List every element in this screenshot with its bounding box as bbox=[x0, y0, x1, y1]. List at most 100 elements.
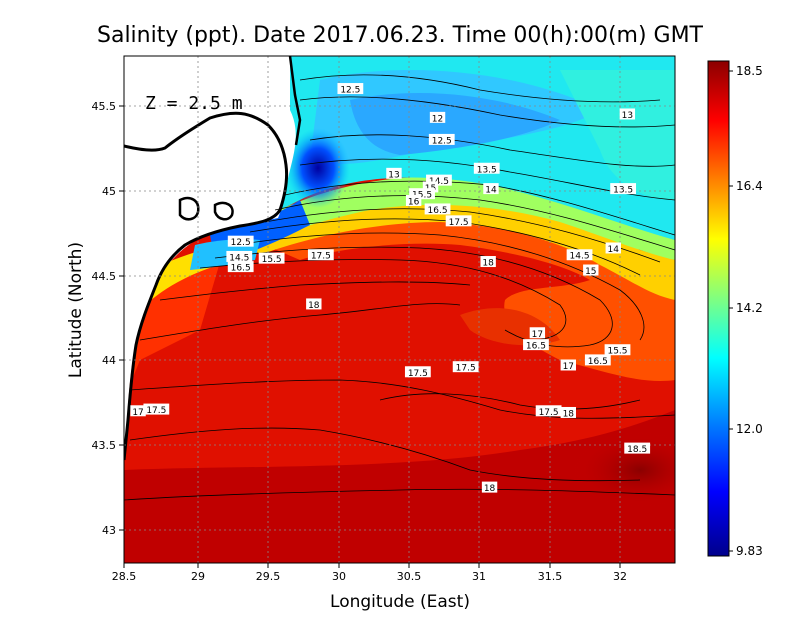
x-axis-title: Longitude (East) bbox=[330, 592, 470, 612]
contour-label-box bbox=[307, 249, 334, 261]
contour-label-text: 17.5 bbox=[449, 218, 469, 228]
contour-label-box bbox=[473, 162, 500, 174]
x-tick-label: 29 bbox=[191, 570, 205, 583]
contour-label: 14.5 bbox=[566, 249, 593, 262]
contour-label-text: 17 bbox=[532, 330, 543, 340]
x-tick-label: 30.5 bbox=[397, 570, 422, 583]
contour-label: 16.5 bbox=[584, 354, 611, 367]
contour-label-box bbox=[566, 249, 593, 261]
contour-label-text: 15.5 bbox=[262, 255, 282, 265]
contour-label-text: 15.5 bbox=[607, 347, 627, 357]
contour-label-box bbox=[605, 242, 621, 254]
contour-label: 13 bbox=[386, 167, 402, 180]
contour-label-text: 16.5 bbox=[428, 206, 448, 216]
contour-label-box bbox=[560, 406, 576, 418]
contour-label-box bbox=[445, 215, 472, 227]
contour-label-text: 18 bbox=[484, 484, 496, 494]
contour-label-box bbox=[624, 442, 651, 454]
contour-label: 18 bbox=[560, 406, 576, 419]
contour-label: 17.5 bbox=[404, 366, 431, 379]
contour-label: 18 bbox=[306, 298, 322, 311]
contour-label-box bbox=[619, 108, 636, 120]
contour-label-text: 16.5 bbox=[588, 357, 608, 367]
contour-label-box bbox=[422, 181, 439, 193]
contour-label: 12.5 bbox=[227, 235, 254, 248]
contour-label-text: 12 bbox=[432, 114, 443, 124]
x-tick-label: 31 bbox=[472, 570, 486, 583]
contour-label-text: 16.5 bbox=[231, 264, 251, 274]
contour-label: 17.5 bbox=[143, 403, 170, 416]
colorbar-tick-label: 16.4 bbox=[736, 179, 763, 193]
contour-label: 16.5 bbox=[227, 261, 254, 274]
contour-label: 15 bbox=[583, 264, 599, 277]
contour-label-text: 17.5 bbox=[539, 408, 559, 418]
contour-label-box bbox=[429, 111, 446, 123]
contour-label-text: 17 bbox=[132, 408, 143, 418]
y-tick-label: 44 bbox=[102, 354, 116, 367]
contour-label: 17 bbox=[529, 327, 546, 340]
x-tick-label: 30 bbox=[332, 570, 346, 583]
contour-label-box bbox=[480, 256, 496, 268]
contour-label: 13.5 bbox=[473, 162, 500, 175]
contour-label-text: 18 bbox=[308, 301, 320, 311]
contour-label-box bbox=[426, 174, 452, 186]
contour-label: 15.5 bbox=[604, 344, 631, 357]
contour-label-text: 17.5 bbox=[311, 252, 331, 262]
contour-label-text: 15 bbox=[585, 267, 596, 277]
colorbar-tick-label: 12.0 bbox=[736, 422, 763, 436]
colorbar: 18.5 16.4 14.2 12.0 9.83 bbox=[707, 60, 763, 558]
contour-label-box bbox=[404, 366, 431, 378]
contour-label: 16.5 bbox=[424, 203, 451, 216]
contour-label-text: 16 bbox=[408, 197, 420, 207]
contour-label-text: 17.5 bbox=[408, 369, 428, 379]
contour-label-box bbox=[529, 327, 546, 339]
contour-label: 15.5 bbox=[409, 188, 435, 201]
contour-label: 12.5 bbox=[337, 83, 364, 96]
contour-label: 17.5 bbox=[452, 361, 479, 374]
contour-label-text: 12.5 bbox=[231, 238, 251, 248]
contour-label-box bbox=[452, 361, 479, 373]
contour-label-text: 14.5 bbox=[229, 253, 249, 263]
plot-frame bbox=[123, 55, 676, 564]
contour-label-box bbox=[130, 405, 146, 417]
contour-label-box bbox=[610, 183, 637, 195]
x-tick-label: 32 bbox=[613, 570, 627, 583]
contour-label-text: 14.5 bbox=[429, 177, 449, 187]
contour-label-text: 14 bbox=[485, 186, 497, 196]
contour-label-box bbox=[226, 250, 253, 262]
x-tick-label: 29.5 bbox=[256, 570, 281, 583]
y-tick-label: 43.5 bbox=[92, 439, 117, 452]
x-tick-label: 31.5 bbox=[538, 570, 563, 583]
contour-label: 14.5 bbox=[226, 250, 253, 263]
contour-label-box bbox=[604, 344, 631, 356]
contour-label: 17.5 bbox=[445, 215, 472, 228]
contour-label: 16.5 bbox=[523, 339, 549, 352]
contour-label: 18.5 bbox=[624, 442, 651, 455]
contour-label-text: 18 bbox=[563, 409, 575, 419]
colorbar-tick-label: 9.83 bbox=[736, 544, 763, 558]
contour-label: 16 bbox=[405, 194, 422, 207]
colorbar-gradient bbox=[707, 60, 730, 557]
contour-label-box bbox=[583, 264, 599, 276]
contour-label-box bbox=[337, 83, 364, 95]
contour-label: 12.5 bbox=[428, 133, 455, 146]
contour-label-box bbox=[584, 354, 611, 366]
contour-label: 14 bbox=[605, 242, 621, 255]
contour-label: 13.5 bbox=[610, 183, 637, 196]
y-tick-label: 43 bbox=[102, 524, 116, 537]
contour-label-text: 18.5 bbox=[627, 445, 647, 455]
colorbar-tick-label: 18.5 bbox=[736, 64, 763, 78]
contour-label-text: 18 bbox=[482, 259, 494, 269]
contour-label: 12 bbox=[429, 111, 446, 124]
contour-label-box bbox=[428, 133, 455, 145]
contour-label-box bbox=[409, 188, 435, 200]
contour-label-text: 12.5 bbox=[340, 86, 360, 96]
contour-label-box bbox=[523, 339, 549, 351]
y-tick-label: 44.5 bbox=[92, 270, 117, 283]
contour-label-box bbox=[405, 194, 422, 206]
contour-label-text: 15.5 bbox=[412, 191, 432, 201]
contour-label-text: 17.5 bbox=[146, 406, 166, 416]
contour-label-box bbox=[227, 235, 254, 247]
figure-title: Salinity (ppt). Date 2017.06.23. Time 00… bbox=[97, 23, 704, 48]
